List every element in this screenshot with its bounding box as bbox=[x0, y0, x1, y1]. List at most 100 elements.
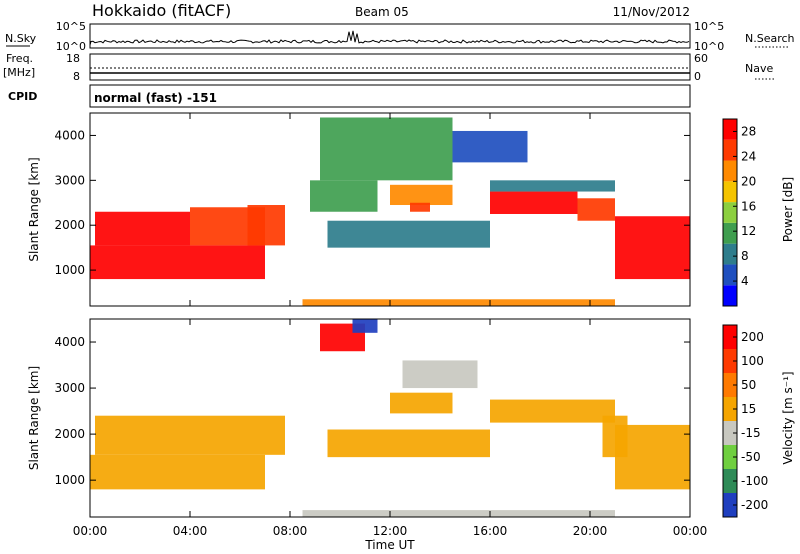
power-region-9 bbox=[577, 198, 615, 221]
velocity-colorbar-label: -100 bbox=[741, 474, 768, 488]
power-colorbar-segment bbox=[723, 243, 737, 265]
nave-label: Nave bbox=[745, 62, 773, 75]
nave-tick-bottom: 0 bbox=[694, 70, 701, 83]
date-title: 11/Nov/2012 bbox=[613, 5, 690, 19]
velocity-colorbar-label: -15 bbox=[741, 426, 761, 440]
velocity-xtick-label: 08:00 bbox=[273, 524, 308, 538]
power-region-4 bbox=[310, 180, 378, 212]
power-panel: 1000 2000 3000 4000 Slant Range [km] 4 8 12 16 20… bbox=[27, 112, 795, 307]
freq-tick-bottom: 8 bbox=[73, 70, 80, 83]
velocity-colorbar-label: -200 bbox=[741, 498, 768, 512]
velocity-region-7 bbox=[302, 510, 615, 517]
velocity-colorbar-segment bbox=[723, 421, 737, 445]
nsearch-tick-bottom: 10^0 bbox=[694, 40, 724, 53]
velocity-colorbar-segment bbox=[723, 373, 737, 397]
power-region-7 bbox=[410, 202, 430, 212]
velocity-colorbar-segment bbox=[723, 445, 737, 469]
power-colorbar-title: Power [dB] bbox=[781, 177, 795, 242]
power-colorbar-segment bbox=[723, 181, 737, 203]
power-colorbar-label: 12 bbox=[741, 224, 756, 238]
power-region-13 bbox=[320, 117, 453, 181]
velocity-colorbar-label: -50 bbox=[741, 450, 761, 464]
cpid-label: CPID bbox=[8, 90, 37, 103]
velocity-data bbox=[90, 319, 690, 517]
velocity-xtick-label: 00:00 bbox=[673, 524, 708, 538]
power-ytick-label: 1000 bbox=[54, 263, 85, 277]
power-colorbar-segment bbox=[723, 119, 737, 140]
velocity-colorbar-segment bbox=[723, 397, 737, 421]
power-colorbar-label: 20 bbox=[741, 174, 756, 188]
power-region-0 bbox=[90, 245, 265, 280]
power-colorbar-label: 16 bbox=[741, 199, 756, 213]
nsearch-label: N.Search bbox=[745, 32, 795, 45]
nave-tick-top: 60 bbox=[694, 52, 708, 65]
velocity-colorbar-frame bbox=[722, 324, 738, 518]
nsearch-tick-top: 10^5 bbox=[694, 20, 724, 33]
power-region-6 bbox=[390, 184, 453, 206]
power-region-11 bbox=[615, 216, 690, 280]
velocity-colorbar-segment bbox=[723, 469, 737, 493]
power-colorbar-segment bbox=[723, 139, 737, 161]
power-colorbar-label: 8 bbox=[741, 249, 749, 263]
velocity-colorbar-title: Velocity [m s⁻¹] bbox=[781, 371, 795, 464]
velocity-colorbar-label: 15 bbox=[741, 402, 756, 416]
velocity-ylabel: Slant Range [km] bbox=[27, 366, 41, 470]
velocity-panel: 1000 2000 3000 4000 Slant Range [km] 00:00 04:… bbox=[27, 318, 795, 552]
velocity-xtick-label: 20:00 bbox=[573, 524, 608, 538]
velocity-xtick-label: 04:00 bbox=[173, 524, 208, 538]
power-ytick-label: 3000 bbox=[54, 173, 85, 187]
velocity-region-4 bbox=[490, 399, 615, 423]
power-region-8 bbox=[490, 191, 578, 214]
power-colorbar-label: 4 bbox=[741, 274, 749, 288]
cpid-panel: CPID normal (fast) -151 bbox=[8, 84, 691, 108]
power-colorbar-label: 24 bbox=[741, 149, 756, 163]
velocity-colorbar-segment bbox=[723, 349, 737, 373]
velocity-region-9 bbox=[352, 319, 378, 333]
velocity-xtick-label: 12:00 bbox=[373, 524, 408, 538]
power-region-14 bbox=[452, 130, 528, 163]
nsky-tick-top: 10^5 bbox=[56, 20, 86, 33]
power-colorbar-frame bbox=[722, 118, 738, 307]
power-ytick-label: 2000 bbox=[54, 218, 85, 232]
power-region-12 bbox=[302, 299, 615, 306]
freq-label-top: Freq. bbox=[6, 52, 33, 65]
velocity-region-10 bbox=[402, 360, 478, 389]
velocity-ytick-label: 3000 bbox=[54, 381, 85, 395]
velocity-ytick-label: 1000 bbox=[54, 473, 85, 487]
freq-panel: Freq. [MHz] 18 8 60 0 Nave bbox=[3, 52, 775, 83]
power-colorbar-segment bbox=[723, 222, 737, 244]
velocity-ytick-label: 2000 bbox=[54, 427, 85, 441]
velocity-xtick-label: 16:00 bbox=[473, 524, 508, 538]
power-region-5 bbox=[327, 220, 490, 248]
power-colorbar-segment bbox=[723, 264, 737, 286]
nsky-panel: N.Sky 10^5 10^0 10^5 10^0 N.Search bbox=[5, 20, 795, 53]
velocity-region-0 bbox=[90, 454, 265, 490]
velocity-colorbar-label: 50 bbox=[741, 378, 756, 392]
velocity-xtick-label: 00:00 bbox=[73, 524, 108, 538]
velocity-region-1 bbox=[95, 415, 285, 455]
power-ylabel: Slant Range [km] bbox=[27, 157, 41, 261]
power-colorbar-segment bbox=[723, 160, 737, 182]
velocity-colorbar-label: 200 bbox=[741, 330, 764, 344]
station-title: Hokkaido (fitACF) bbox=[92, 1, 231, 20]
power-data bbox=[90, 117, 690, 306]
velocity-colorbar-label: 100 bbox=[741, 354, 764, 368]
power-colorbar-label: 28 bbox=[741, 124, 756, 138]
velocity-colorbar-segment bbox=[723, 325, 737, 349]
velocity-region-3 bbox=[390, 392, 453, 414]
velocity-colorbar-segment bbox=[723, 493, 737, 517]
nsky-trace bbox=[89, 30, 690, 46]
power-colorbar-segment bbox=[723, 202, 737, 223]
velocity-xlabel: Time UT bbox=[364, 538, 415, 552]
velocity-region-2 bbox=[327, 429, 490, 458]
power-colorbar-segment bbox=[723, 285, 737, 306]
velocity-ytick-label: 4000 bbox=[54, 335, 85, 349]
nsky-tick-bottom: 10^0 bbox=[56, 40, 86, 53]
power-ytick-label: 4000 bbox=[54, 128, 85, 142]
freq-tick-top: 18 bbox=[66, 52, 80, 65]
velocity-region-6 bbox=[615, 424, 690, 490]
power-region-3 bbox=[247, 205, 285, 246]
beam-title: Beam 05 bbox=[355, 5, 409, 19]
power-region-10 bbox=[490, 180, 615, 192]
